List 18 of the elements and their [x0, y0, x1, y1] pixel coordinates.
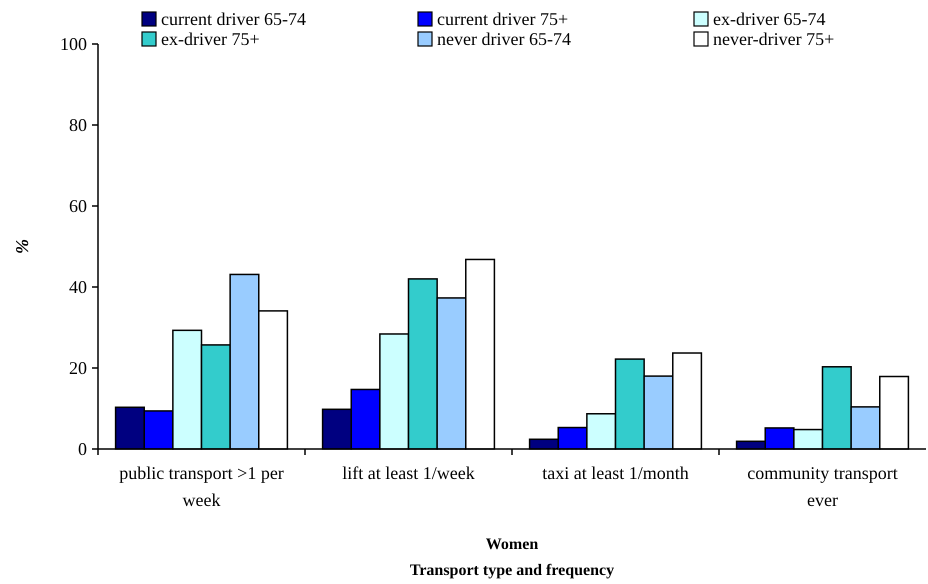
legend-label: never-driver 75+ [713, 29, 834, 49]
legend-label: never driver 65-74 [437, 29, 571, 49]
x-tick-label: public transport >1 per week [119, 463, 284, 510]
y-tick-label: 20 [69, 358, 87, 378]
x-tick-label: community transport ever [747, 463, 898, 510]
legend-label: current driver 65-74 [161, 9, 306, 29]
y-tick-label: 40 [69, 276, 87, 297]
y-tick-label: 80 [69, 114, 87, 135]
y-tick-label: 60 [69, 196, 87, 216]
legend-label: ex-driver 75+ [161, 29, 260, 49]
y-axis-title: % [12, 239, 32, 254]
legend-label: current driver 75+ [437, 9, 568, 29]
y-tick-label: 0 [78, 438, 87, 459]
legend-label: ex-driver 65-74 [713, 9, 826, 29]
x-tick-label: taxi at least 1/month [542, 463, 689, 483]
x-axis-title: Women Transport type and frequency [410, 536, 614, 579]
x-tick-label: lift at least 1/week [342, 463, 475, 483]
y-tick-label: 100 [60, 34, 87, 54]
